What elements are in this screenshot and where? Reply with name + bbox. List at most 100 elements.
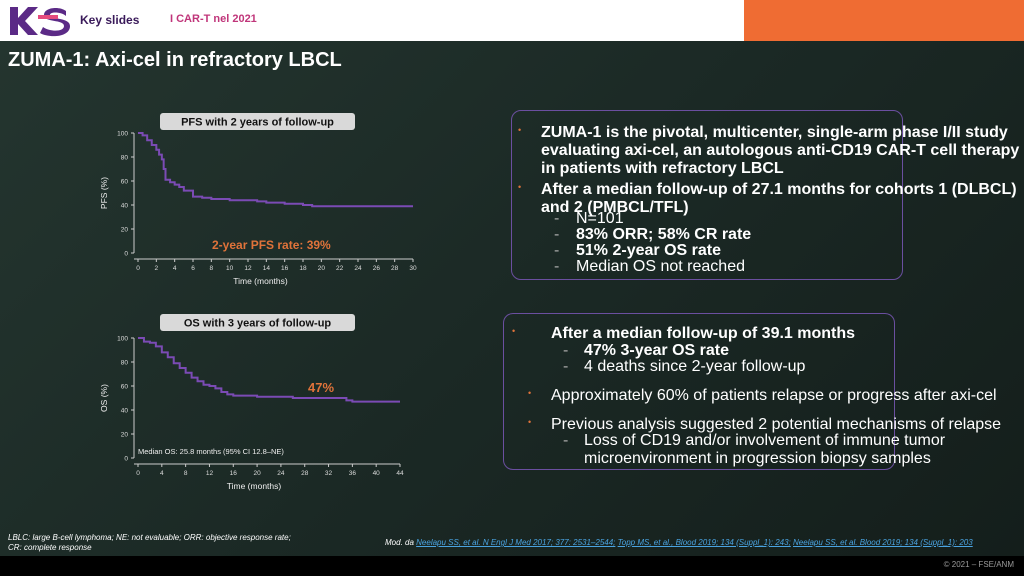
x-tick-label: 2 — [155, 265, 159, 272]
x-tick-label: 14 — [263, 265, 271, 272]
slide-title: ZUMA-1: Axi-cel in refractory LBCL — [8, 49, 342, 71]
box1-line: and 2 (PMBCL/TFL) — [541, 199, 689, 216]
footnote-line: LBLC: large B-cell lymphoma; NE: not eva… — [8, 533, 291, 542]
box1-sub: 83% ORR; 58% CR rate — [576, 226, 752, 243]
references: Mod. da Neelapu SS, et al. N Engl J Med … — [385, 538, 973, 547]
header-bar: Key slides I CAR-T nel 2021 — [0, 0, 1024, 41]
x-tick-label: 24 — [354, 265, 362, 272]
x-tick-label: 0 — [136, 470, 140, 477]
box2-bullet: After a median follow-up of 39.1 months — [551, 325, 856, 342]
y-tick-label: 100 — [117, 131, 128, 138]
x-axis-label: Time (months) — [233, 276, 288, 286]
x-axis-label: Time (months) — [227, 481, 282, 491]
x-tick-label: 26 — [373, 265, 381, 272]
bullet-icon: • — [528, 388, 532, 398]
x-tick-label: 8 — [210, 265, 214, 272]
dash-icon: - — [554, 258, 560, 275]
x-tick-label: 0 — [136, 265, 140, 272]
x-tick-label: 40 — [373, 470, 381, 477]
x-tick-label: 24 — [277, 470, 285, 477]
abbreviations-footnote: LBLC: large B-cell lymphoma; NE: not eva… — [8, 533, 338, 554]
box2-bullet: Approximately 60% of patients relapse or… — [551, 387, 997, 404]
box2-sub: Loss of CD19 and/or involvement of immun… — [584, 432, 946, 449]
topic-label: I CAR-T nel 2021 — [170, 13, 257, 25]
x-tick-label: 12 — [206, 470, 214, 477]
bullet-icon: • — [512, 326, 516, 336]
y-tick-label: 20 — [121, 227, 129, 234]
box1-line: After a median follow-up of 27.1 months … — [541, 181, 1017, 198]
rate-annotation: 47% — [308, 380, 334, 395]
x-tick-label: 4 — [173, 265, 177, 272]
x-tick-label: 6 — [191, 265, 195, 272]
y-tick-label: 0 — [124, 251, 128, 258]
box2-sub: microenvironment in progression biopsy s… — [584, 450, 931, 467]
x-tick-label: 20 — [253, 470, 261, 477]
section-label: Key slides — [80, 13, 140, 27]
zuma1-summary-box — [511, 110, 903, 280]
os-chart: OS with 3 years of follow-up020406080100… — [99, 314, 404, 491]
x-tick-label: 30 — [409, 265, 417, 272]
box1-line: in patients with refractory LBCL — [541, 160, 784, 177]
y-tick-label: 40 — [121, 408, 129, 415]
x-tick-label: 10 — [226, 265, 234, 272]
ks-logo — [10, 7, 70, 37]
dash-icon: - — [563, 432, 569, 449]
pfs-chart: PFS with 2 years of follow-up02040608010… — [99, 113, 417, 286]
footer-bar — [0, 556, 1024, 576]
dash-icon: - — [554, 242, 560, 259]
box2-bullet: Previous analysis suggested 2 potential … — [551, 416, 1002, 433]
reference-link-1[interactable]: Neelapu SS, et al. N Engl J Med 2017; 37… — [416, 538, 616, 547]
y-axis-label: PFS (%) — [99, 177, 109, 209]
chart-title: PFS with 2 years of follow-up — [181, 117, 334, 129]
x-tick-label: 12 — [244, 265, 252, 272]
box1-sub: Median OS not reached — [576, 258, 745, 275]
reference-link-3[interactable]: Neelapu SS, et al. Blood 2019; 134 (Supp… — [793, 538, 973, 547]
bullet-icon: • — [518, 125, 522, 135]
dash-icon: - — [554, 226, 560, 243]
followup-box — [503, 313, 895, 470]
x-tick-label: 8 — [184, 470, 188, 477]
y-tick-label: 20 — [121, 432, 129, 439]
y-tick-label: 60 — [121, 384, 129, 391]
x-tick-label: 4 — [160, 470, 164, 477]
x-tick-label: 20 — [318, 265, 326, 272]
y-tick-label: 100 — [117, 336, 128, 343]
reference-link-2[interactable]: Topp MS, et al., Blood 2019; 134 (Suppl_… — [617, 538, 791, 547]
y-tick-label: 80 — [121, 360, 129, 367]
bullet-icon: • — [518, 182, 522, 192]
y-tick-label: 0 — [124, 456, 128, 463]
dash-icon: - — [563, 342, 569, 359]
bullet-icon: • — [528, 417, 532, 427]
rate-annotation: 2-year PFS rate: 39% — [212, 238, 331, 252]
y-axis-label: OS (%) — [99, 384, 109, 412]
x-tick-label: 32 — [325, 470, 333, 477]
box2-sub: 47% 3-year OS rate — [584, 342, 729, 359]
x-tick-label: 16 — [230, 470, 238, 477]
x-tick-label: 36 — [349, 470, 357, 477]
chart-title: OS with 3 years of follow-up — [184, 318, 332, 330]
box2-sub: 4 deaths since 2-year follow-up — [584, 358, 806, 375]
survival-curve — [138, 337, 400, 403]
box1-line: evaluating axi-cel, an autologous anti-C… — [541, 142, 1020, 159]
refs-prefix: Mod. da — [385, 538, 417, 547]
x-tick-label: 28 — [391, 265, 399, 272]
box1-sub: 51% 2-year OS rate — [576, 242, 721, 259]
x-tick-label: 44 — [396, 470, 404, 477]
x-tick-label: 16 — [281, 265, 289, 272]
box1-sub: N=101 — [576, 210, 624, 227]
survival-curve — [138, 132, 413, 208]
dash-icon: - — [554, 210, 560, 227]
chart-title-background — [160, 314, 355, 331]
y-tick-label: 40 — [121, 203, 129, 210]
copyright: © 2021 – FSE/ANM — [943, 560, 1014, 569]
y-tick-label: 80 — [121, 155, 129, 162]
dash-icon: - — [563, 358, 569, 375]
x-tick-label: 18 — [299, 265, 307, 272]
median-os-note: Median OS: 25.8 months (95% CI 12.8–NE) — [138, 447, 284, 456]
x-tick-label: 22 — [336, 265, 344, 272]
box1-line: ZUMA-1 is the pivotal, multicenter, sing… — [541, 124, 1008, 141]
chart-title-background — [160, 113, 355, 130]
y-tick-label: 60 — [121, 179, 129, 186]
x-tick-label: 28 — [301, 470, 309, 477]
footnote-line: CR: complete response — [8, 543, 92, 553]
